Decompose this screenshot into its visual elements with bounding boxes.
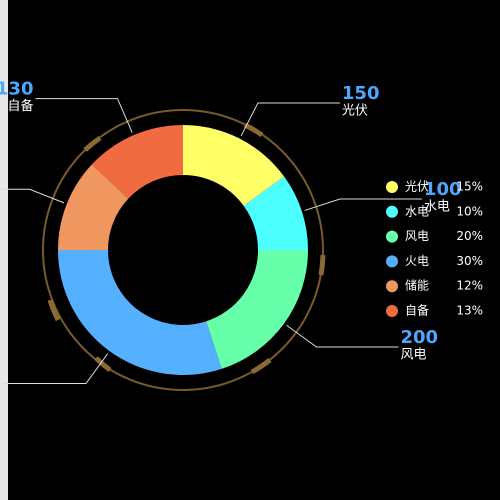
- name-label: 自备: [7, 98, 33, 114]
- value-label: 100: [424, 179, 462, 200]
- label-line: [240, 102, 340, 137]
- legend-marker: [386, 255, 398, 268]
- donut-segment: [91, 125, 183, 199]
- decor-ring: [42, 109, 324, 391]
- legend-marker: [386, 280, 398, 293]
- donut-segment: [243, 176, 308, 250]
- legend-label: 储能: [405, 278, 429, 293]
- value-label: 130: [0, 79, 33, 100]
- donut-segment: [58, 164, 129, 250]
- legend-percent: 12%: [456, 279, 483, 293]
- legend-percent: 30%: [456, 254, 483, 268]
- label-line: [35, 98, 133, 133]
- donut-segment: [183, 125, 285, 206]
- label-line: [4, 353, 109, 384]
- decor-arc: [47, 299, 61, 322]
- legend-label: 自备: [405, 304, 429, 318]
- decor-arc: [94, 356, 112, 373]
- label-line: [304, 198, 422, 211]
- legend-label: 光伏: [405, 180, 429, 194]
- value-label: 150: [342, 83, 380, 104]
- legend-label: 水电: [405, 204, 429, 218]
- name-label: 水电: [424, 200, 450, 215]
- label-line: [0, 188, 65, 204]
- donut-segment: [58, 250, 222, 375]
- donut-segment: [206, 250, 308, 369]
- decor-arc: [243, 122, 264, 138]
- legend-percent: 10%: [456, 204, 483, 218]
- legend-label: 火电: [405, 254, 429, 268]
- legend-marker: [386, 205, 398, 218]
- legend-marker: [386, 230, 398, 243]
- legend-percent: 20%: [456, 229, 483, 243]
- decor-arc: [83, 135, 102, 152]
- decor-arc: [318, 254, 326, 276]
- name-label: 光伏: [342, 103, 368, 118]
- label-line: [286, 324, 399, 348]
- legend-percent: 15%: [456, 180, 483, 194]
- value-label: 200: [400, 327, 438, 348]
- legend-marker: [386, 305, 398, 317]
- legend-label: 风电: [405, 229, 429, 243]
- name-label: 风电: [400, 347, 426, 362]
- decor-arc: [250, 358, 272, 375]
- legend-percent: 13%: [456, 304, 483, 318]
- legend-marker: [386, 181, 398, 193]
